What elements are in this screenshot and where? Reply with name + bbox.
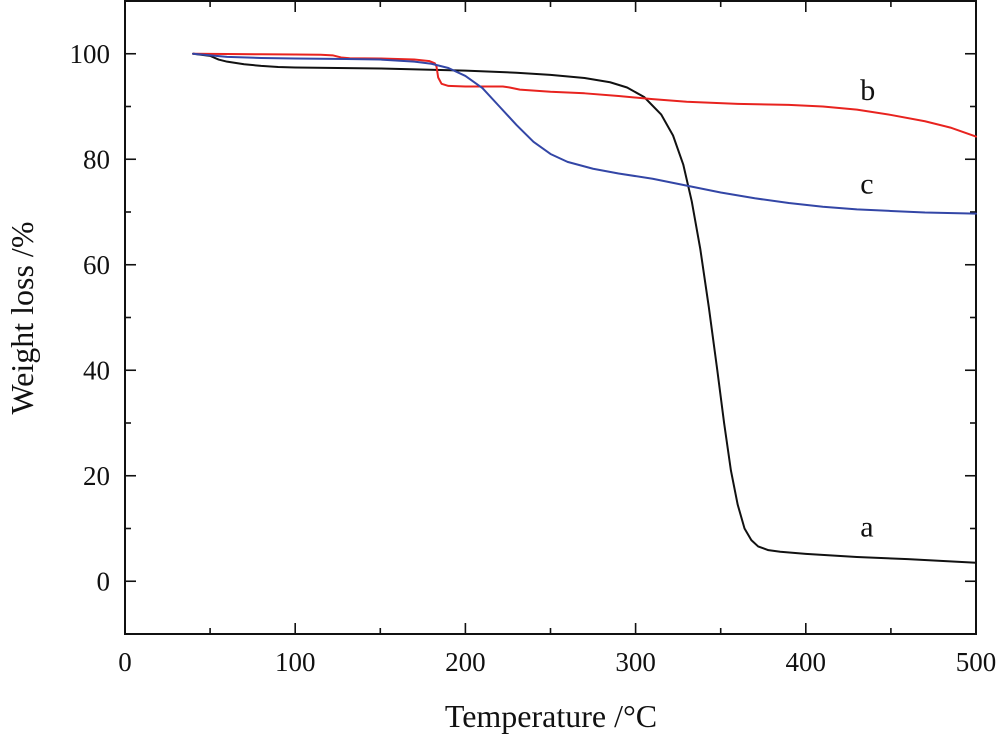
x-tick-label: 500 xyxy=(956,647,997,677)
x-tick-label: 400 xyxy=(786,647,827,677)
curve-label-c: c xyxy=(860,168,873,201)
series-line-a xyxy=(192,52,977,564)
y-tick-label: 0 xyxy=(97,566,111,596)
y-tick-label: 100 xyxy=(70,39,111,69)
curve-label-b: b xyxy=(860,74,875,107)
series-layer xyxy=(192,52,977,564)
curve-label-a: a xyxy=(860,510,873,543)
x-tick-label: 200 xyxy=(445,647,486,677)
x-tick-label: 100 xyxy=(275,647,316,677)
y-tick-label: 20 xyxy=(83,461,110,491)
curve-labels: a b c xyxy=(860,74,875,543)
axis-tick-labels: 0 100 200 300 400 500 0 20 40 60 80 100 xyxy=(70,39,997,677)
series-line-c xyxy=(192,52,977,215)
y-tick-label: 40 xyxy=(83,355,110,385)
axis-ticks xyxy=(124,0,977,635)
x-tick-label: 0 xyxy=(118,647,132,677)
y-axis-title: Weight loss /% xyxy=(4,222,40,415)
y-tick-label: 80 xyxy=(83,144,110,174)
x-axis-title: Temperature /°C xyxy=(445,698,657,734)
series-line-b xyxy=(192,52,977,138)
y-tick-label: 60 xyxy=(83,250,110,280)
plot-frame xyxy=(124,0,977,635)
x-tick-label: 300 xyxy=(615,647,656,677)
